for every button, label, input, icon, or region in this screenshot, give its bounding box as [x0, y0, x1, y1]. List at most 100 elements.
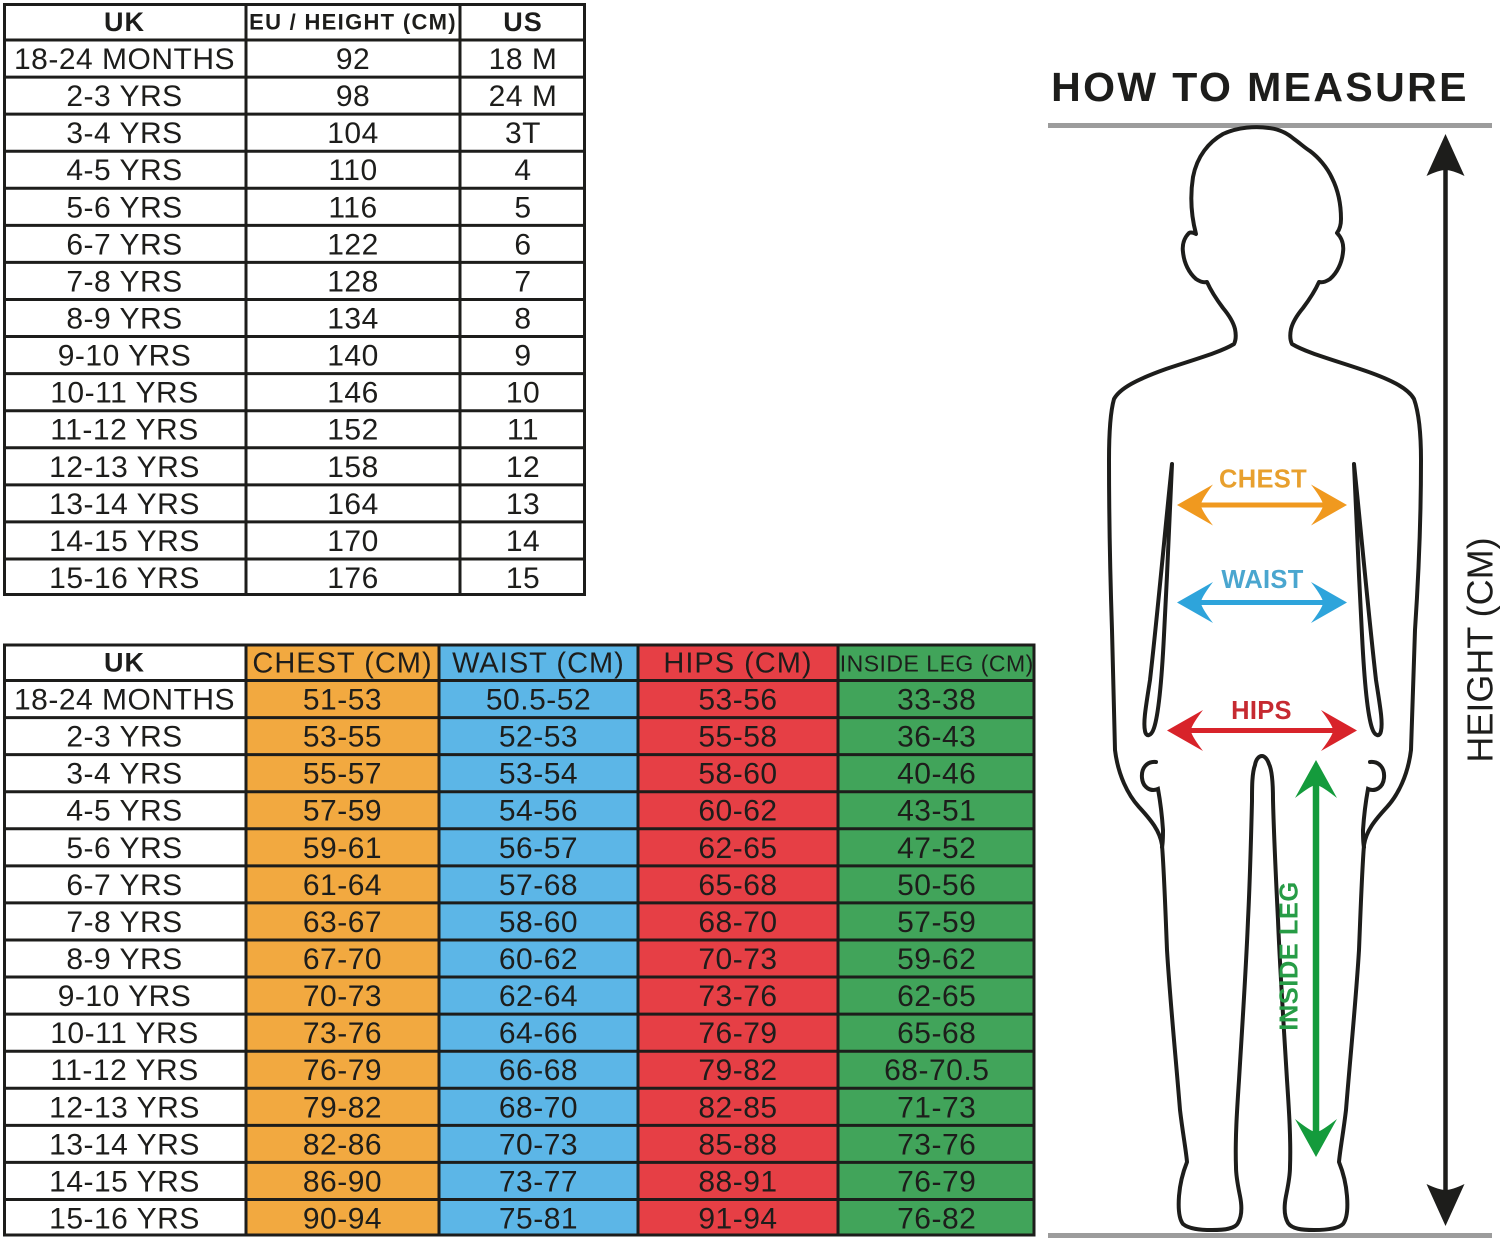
svg-text:134: 134: [327, 303, 379, 336]
svg-text:88-91: 88-91: [698, 1165, 777, 1198]
svg-text:59-61: 59-61: [303, 832, 382, 865]
svg-text:10-11 YRS: 10-11 YRS: [50, 377, 198, 410]
svg-text:71-73: 71-73: [897, 1091, 976, 1124]
svg-text:67-70: 67-70: [303, 943, 382, 976]
svg-text:164: 164: [327, 488, 379, 521]
svg-text:128: 128: [327, 265, 379, 298]
svg-text:CHEST: CHEST: [1219, 466, 1307, 494]
svg-text:57-59: 57-59: [897, 906, 976, 939]
svg-text:85-88: 85-88: [698, 1128, 777, 1161]
svg-text:40-46: 40-46: [897, 758, 976, 791]
svg-text:2-3 YRS: 2-3 YRS: [66, 721, 182, 754]
svg-text:140: 140: [327, 340, 379, 373]
svg-text:64-66: 64-66: [499, 1017, 578, 1050]
svg-text:122: 122: [327, 228, 379, 261]
svg-text:62-65: 62-65: [897, 980, 976, 1013]
svg-text:62-65: 62-65: [698, 832, 777, 865]
svg-text:55-57: 55-57: [303, 758, 382, 791]
svg-text:5: 5: [514, 191, 531, 224]
svg-text:3-4 YRS: 3-4 YRS: [66, 758, 182, 791]
svg-text:18-24 MONTHS: 18-24 MONTHS: [14, 43, 235, 76]
svg-text:12: 12: [506, 451, 540, 484]
svg-text:10: 10: [506, 377, 540, 410]
svg-text:14-15 YRS: 14-15 YRS: [49, 525, 200, 558]
svg-text:53-54: 53-54: [499, 758, 578, 791]
svg-text:82-85: 82-85: [698, 1091, 777, 1124]
svg-text:90-94: 90-94: [303, 1203, 382, 1236]
svg-text:7-8 YRS: 7-8 YRS: [66, 265, 182, 298]
svg-text:158: 158: [327, 451, 379, 484]
svg-text:WAIST (CM): WAIST (CM): [452, 648, 625, 680]
svg-text:INSIDE LEG (CM): INSIDE LEG (CM): [840, 651, 1034, 677]
svg-text:4-5 YRS: 4-5 YRS: [66, 154, 182, 187]
svg-text:18-24 MONTHS: 18-24 MONTHS: [14, 684, 235, 717]
svg-text:75-81: 75-81: [499, 1203, 578, 1236]
svg-text:57-59: 57-59: [303, 795, 382, 828]
svg-text:12-13 YRS: 12-13 YRS: [49, 451, 200, 484]
svg-text:146: 146: [327, 377, 379, 410]
svg-text:61-64: 61-64: [303, 869, 382, 902]
svg-text:INSIDE LEG: INSIDE LEG: [1276, 881, 1304, 1031]
svg-text:60-62: 60-62: [499, 943, 578, 976]
svg-text:8: 8: [514, 303, 531, 336]
svg-text:6-7 YRS: 6-7 YRS: [66, 869, 182, 902]
svg-text:47-52: 47-52: [897, 832, 976, 865]
svg-text:68-70.5: 68-70.5: [884, 1054, 989, 1087]
svg-text:91-94: 91-94: [698, 1203, 777, 1236]
svg-text:24 M: 24 M: [489, 80, 558, 113]
svg-text:104: 104: [327, 117, 379, 150]
svg-text:8-9 YRS: 8-9 YRS: [66, 303, 182, 336]
svg-text:9-10 YRS: 9-10 YRS: [58, 340, 192, 373]
svg-text:7-8 YRS: 7-8 YRS: [66, 906, 182, 939]
svg-text:11-12 YRS: 11-12 YRS: [50, 414, 198, 447]
svg-text:98: 98: [336, 80, 370, 113]
svg-text:76-79: 76-79: [698, 1017, 777, 1050]
svg-text:68-70: 68-70: [698, 906, 777, 939]
svg-text:12-13 YRS: 12-13 YRS: [49, 1091, 200, 1124]
svg-text:73-76: 73-76: [698, 980, 777, 1013]
svg-text:86-90: 86-90: [303, 1165, 382, 1198]
svg-text:63-67: 63-67: [303, 906, 382, 939]
svg-text:HEIGHT (CM): HEIGHT (CM): [1460, 537, 1500, 762]
svg-text:53-55: 53-55: [303, 721, 382, 754]
svg-text:53-56: 53-56: [698, 684, 777, 717]
svg-text:13-14 YRS: 13-14 YRS: [49, 488, 200, 521]
svg-text:5-6 YRS: 5-6 YRS: [66, 832, 182, 865]
svg-text:68-70: 68-70: [499, 1091, 578, 1124]
svg-text:70-73: 70-73: [499, 1128, 578, 1161]
svg-text:152: 152: [327, 414, 379, 447]
svg-text:UK: UK: [104, 7, 145, 37]
svg-text:66-68: 66-68: [499, 1054, 578, 1087]
svg-text:176: 176: [327, 562, 379, 595]
svg-text:14: 14: [506, 525, 540, 558]
svg-text:15-16 YRS: 15-16 YRS: [49, 1203, 200, 1236]
svg-text:170: 170: [327, 525, 379, 558]
svg-text:US: US: [503, 7, 543, 37]
svg-text:62-64: 62-64: [499, 980, 578, 1013]
svg-text:51-53: 51-53: [303, 684, 382, 717]
svg-text:56-57: 56-57: [499, 832, 578, 865]
svg-text:6: 6: [514, 228, 531, 261]
svg-text:54-56: 54-56: [499, 795, 578, 828]
svg-text:76-79: 76-79: [303, 1054, 382, 1087]
svg-text:55-58: 55-58: [698, 721, 777, 754]
svg-text:14-15 YRS: 14-15 YRS: [49, 1165, 200, 1198]
svg-text:2-3 YRS: 2-3 YRS: [66, 80, 182, 113]
svg-text:50.5-52: 50.5-52: [486, 684, 591, 717]
svg-text:15: 15: [506, 562, 540, 595]
svg-text:6-7 YRS: 6-7 YRS: [66, 228, 182, 261]
svg-text:79-82: 79-82: [698, 1054, 777, 1087]
svg-text:3T: 3T: [505, 117, 541, 150]
svg-text:HIPS: HIPS: [1231, 697, 1292, 725]
svg-text:70-73: 70-73: [303, 980, 382, 1013]
svg-text:73-76: 73-76: [303, 1017, 382, 1050]
svg-text:58-60: 58-60: [499, 906, 578, 939]
svg-text:57-68: 57-68: [499, 869, 578, 902]
svg-text:UK: UK: [104, 648, 145, 678]
svg-text:52-53: 52-53: [499, 721, 578, 754]
svg-text:15-16 YRS: 15-16 YRS: [49, 562, 200, 595]
svg-text:50-56: 50-56: [897, 869, 976, 902]
svg-text:82-86: 82-86: [303, 1128, 382, 1161]
svg-text:59-62: 59-62: [897, 943, 976, 976]
svg-text:13-14 YRS: 13-14 YRS: [49, 1128, 200, 1161]
